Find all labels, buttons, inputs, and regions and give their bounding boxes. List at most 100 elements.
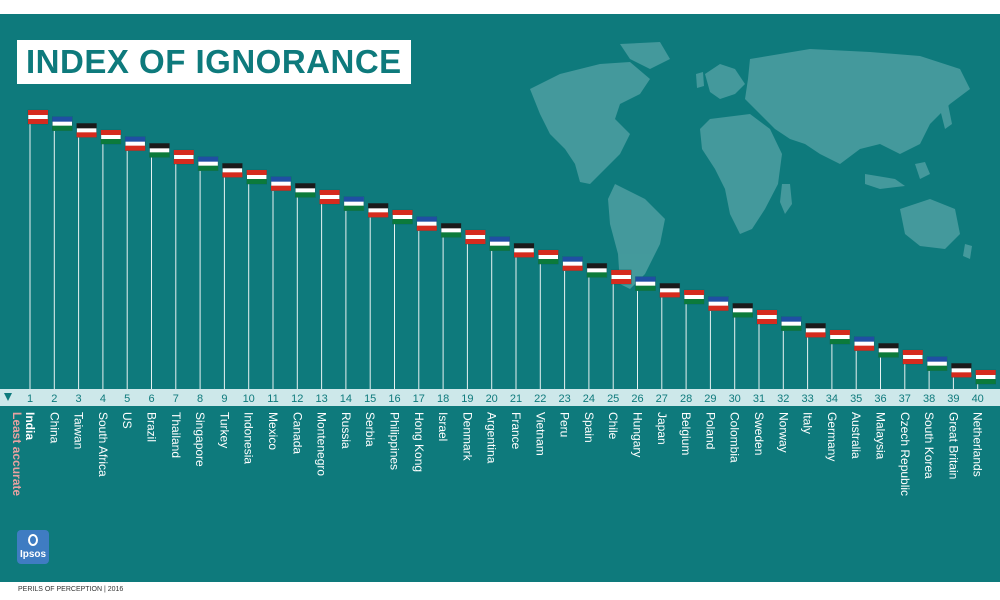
- country-flag: [975, 369, 996, 385]
- country-label: Canada: [290, 412, 304, 454]
- rank-label: 40: [972, 393, 984, 405]
- country-label: Mexico: [266, 412, 280, 450]
- ipsos-logo-mark: [28, 534, 38, 546]
- country-flag: [149, 143, 170, 158]
- rank-label: 9: [221, 393, 227, 405]
- rank-label: 4: [100, 393, 106, 405]
- footer-note: PERILS OF PERCEPTION | 2016: [18, 586, 124, 593]
- country-flag: [878, 343, 899, 358]
- country-label: Hong Kong: [412, 412, 426, 472]
- country-flag: [124, 136, 146, 151]
- country-label: Australia: [849, 412, 863, 459]
- country-flag: [319, 189, 340, 205]
- country-flag: [295, 183, 316, 198]
- country-label: Hungary: [631, 412, 645, 457]
- rank-label: 22: [534, 393, 546, 405]
- country-flag: [902, 349, 924, 365]
- country-label: US: [120, 412, 134, 429]
- country-flag: [586, 263, 608, 278]
- rank-label: 24: [583, 393, 595, 405]
- country-flag: [513, 243, 535, 258]
- rank-label: 23: [558, 393, 570, 405]
- rank-label: 25: [607, 393, 619, 405]
- country-flag: [538, 249, 559, 265]
- rank-label: 1: [27, 393, 33, 405]
- country-flag: [440, 223, 462, 238]
- rank-label: 17: [413, 393, 425, 405]
- country-flag: [27, 109, 49, 125]
- country-label: Chile: [606, 412, 620, 440]
- rank-label: 32: [777, 393, 789, 405]
- country-label: Japan: [655, 412, 669, 445]
- rank-label: 3: [76, 393, 82, 405]
- country-flag: [392, 209, 413, 225]
- country-label: Vietnam: [533, 412, 547, 456]
- country-label: Norway: [776, 412, 790, 453]
- rank-label: 34: [826, 393, 838, 405]
- country-label: Thailand: [169, 412, 183, 458]
- rank-label: 13: [315, 393, 327, 405]
- chart-title: INDEX OF IGNORANCE: [26, 43, 402, 80]
- country-flag: [659, 283, 681, 298]
- country-flag: [465, 229, 486, 245]
- country-flag: [951, 363, 972, 378]
- country-label: Colombia: [728, 412, 742, 463]
- logo-text: Ipsos: [19, 549, 47, 560]
- axis-note: Least accurate: [10, 412, 24, 496]
- country-label: Russia: [339, 412, 353, 449]
- country-label: Argentina: [485, 412, 499, 464]
- country-label: Spain: [582, 412, 596, 443]
- rank-label: 20: [486, 393, 498, 405]
- country-label: Israel: [436, 412, 450, 441]
- world-map: [530, 42, 972, 289]
- country-label: Peru: [558, 412, 572, 437]
- country-label: Poland: [703, 412, 717, 449]
- country-label: Montenegro: [315, 412, 329, 476]
- country-flag: [222, 163, 243, 178]
- country-flag: [76, 123, 97, 138]
- axis-arrow: [4, 393, 12, 401]
- rank-label: 30: [729, 393, 741, 405]
- country-flag: [173, 149, 195, 165]
- country-flag: [562, 256, 583, 271]
- country-flag: [732, 303, 753, 318]
- country-label: Taiwan: [72, 412, 86, 449]
- rank-label: 15: [364, 393, 376, 405]
- rank-label: 11: [267, 393, 278, 405]
- rank-label: 28: [680, 393, 692, 405]
- country-label: Czech Republic: [898, 412, 912, 496]
- ipsos-logo: Ipsos: [17, 530, 49, 564]
- country-label: Italy: [801, 412, 815, 434]
- country-label: China: [47, 412, 61, 444]
- rank-label: 26: [631, 393, 643, 405]
- country-flag: [635, 276, 656, 291]
- country-flag: [781, 316, 802, 331]
- rank-label: 10: [243, 393, 255, 405]
- country-label: Serbia: [363, 412, 377, 447]
- chart-panel: INDEX OF IGNORANCE Least accurate 1 India 2…: [0, 14, 1000, 582]
- rank-label: 37: [899, 393, 911, 405]
- country-label: Denmark: [460, 412, 474, 462]
- country-flag: [805, 323, 826, 338]
- rank-label: 8: [197, 393, 203, 405]
- country-flag: [853, 336, 875, 351]
- country-label: Germany: [825, 412, 839, 461]
- country-label: Sweden: [752, 412, 766, 455]
- rank-label: 33: [801, 393, 813, 405]
- country-flag: [756, 309, 778, 325]
- country-label: Great Britain: [946, 412, 960, 479]
- rank-label: 36: [874, 393, 886, 405]
- rank-label: 29: [704, 393, 716, 405]
- country-flag: [52, 116, 73, 131]
- country-label: Indonesia: [242, 412, 256, 464]
- country-flag: [343, 196, 365, 211]
- country-flag: [246, 169, 267, 185]
- country-label: South Korea: [922, 412, 936, 479]
- rank-label: 35: [850, 393, 862, 405]
- country-label: Turkey: [217, 412, 231, 448]
- rank-label: 27: [656, 393, 668, 405]
- country-flag: [416, 216, 438, 231]
- rank-label: 38: [923, 393, 935, 405]
- country-flag: [197, 156, 219, 171]
